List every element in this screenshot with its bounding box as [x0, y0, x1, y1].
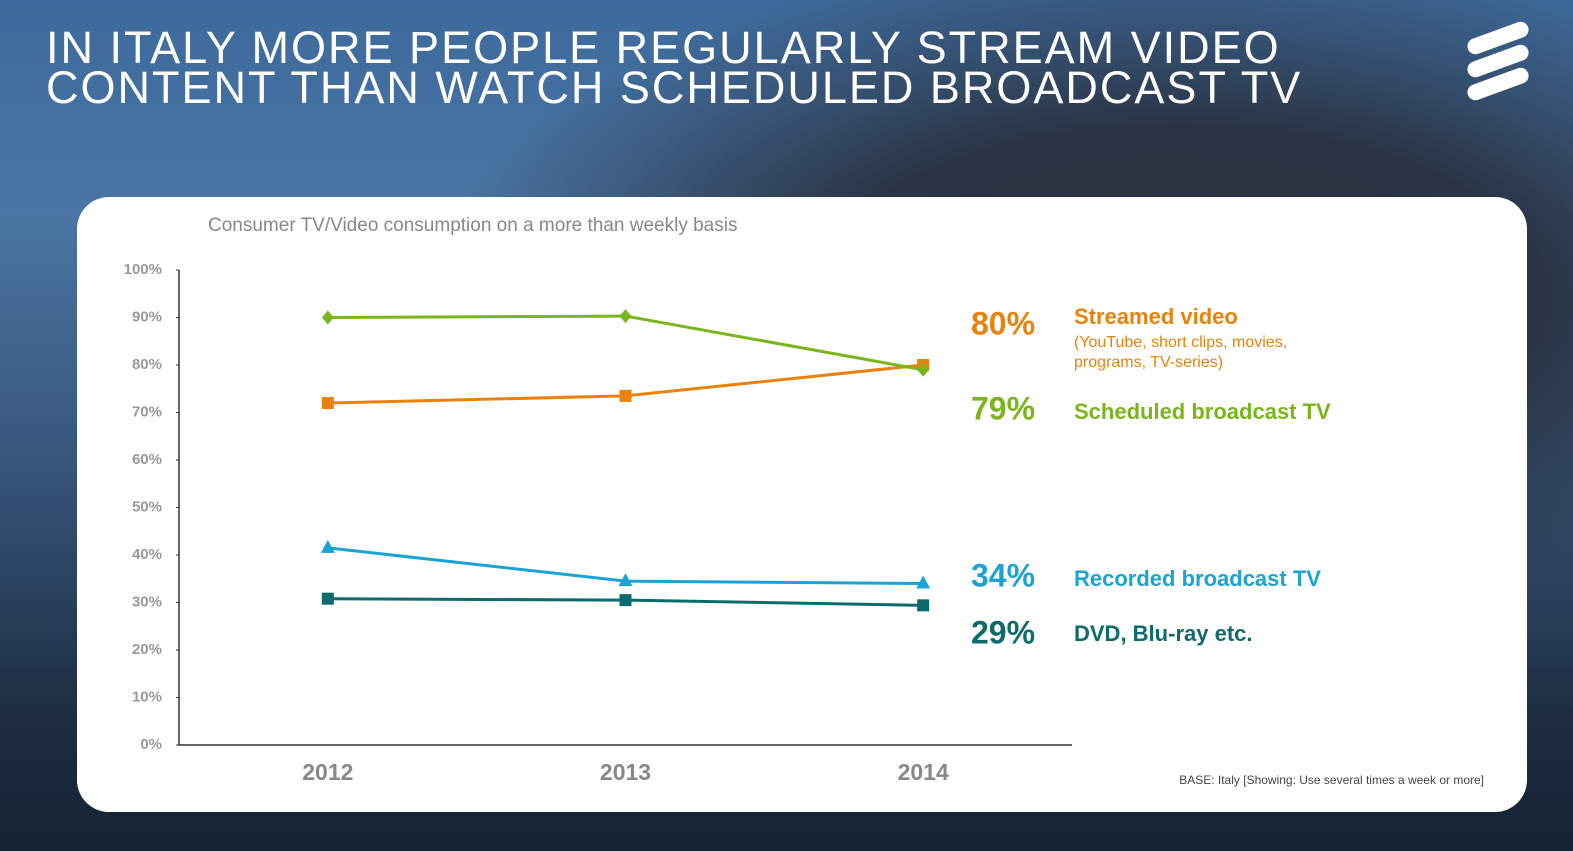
chart-subtitle: Consumer TV/Video consumption on a more …	[208, 215, 737, 236]
marker	[618, 573, 633, 587]
y-tick-label: 0%	[140, 736, 162, 753]
y-tick-label: 100%	[124, 261, 162, 278]
x-tick-label: 2012	[302, 759, 353, 785]
legend-label: Streamed video	[1074, 304, 1238, 329]
y-tick-label: 10%	[132, 688, 162, 705]
y-tick-label: 90%	[132, 308, 162, 325]
x-tick-label: 2013	[600, 759, 651, 785]
y-tick-label: 30%	[132, 593, 162, 610]
y-tick-label: 70%	[132, 403, 162, 420]
marker	[619, 309, 632, 324]
slide-title: IN ITALY MORE PEOPLE REGULARLY STREAM VI…	[46, 22, 1281, 73]
y-tick-label: 50%	[132, 498, 162, 515]
legend-label: DVD, Blu-ray etc.	[1074, 621, 1253, 646]
value-label: 80%	[971, 305, 1035, 341]
y-tick-label: 20%	[132, 641, 162, 658]
series-note: (YouTube, short clips, movies, programs,…	[1074, 334, 1288, 371]
value-label: 34%	[971, 557, 1035, 593]
chart-panel	[77, 197, 1527, 812]
slide-title: CONTENT THAN WATCH SCHEDULED BROADCAST T…	[46, 62, 1303, 113]
marker	[320, 539, 335, 553]
marker	[917, 599, 930, 612]
y-tick-label: 80%	[132, 356, 162, 373]
value-label: 79%	[971, 390, 1035, 426]
y-tick-label: 60%	[132, 451, 162, 468]
marker	[321, 397, 334, 409]
footnote: BASE: Italy [Showing: Use several times …	[1179, 773, 1484, 787]
marker	[619, 389, 632, 402]
value-label: 29%	[971, 614, 1035, 650]
marker	[917, 362, 930, 377]
marker	[916, 575, 931, 589]
marker	[619, 594, 632, 607]
legend-label: Recorded broadcast TV	[1074, 566, 1321, 591]
y-tick-label: 40%	[132, 546, 162, 563]
x-tick-label: 2014	[898, 759, 949, 785]
marker	[321, 592, 334, 605]
legend-label: Scheduled broadcast TV	[1074, 399, 1331, 424]
logo	[1467, 21, 1529, 101]
marker	[321, 310, 334, 325]
